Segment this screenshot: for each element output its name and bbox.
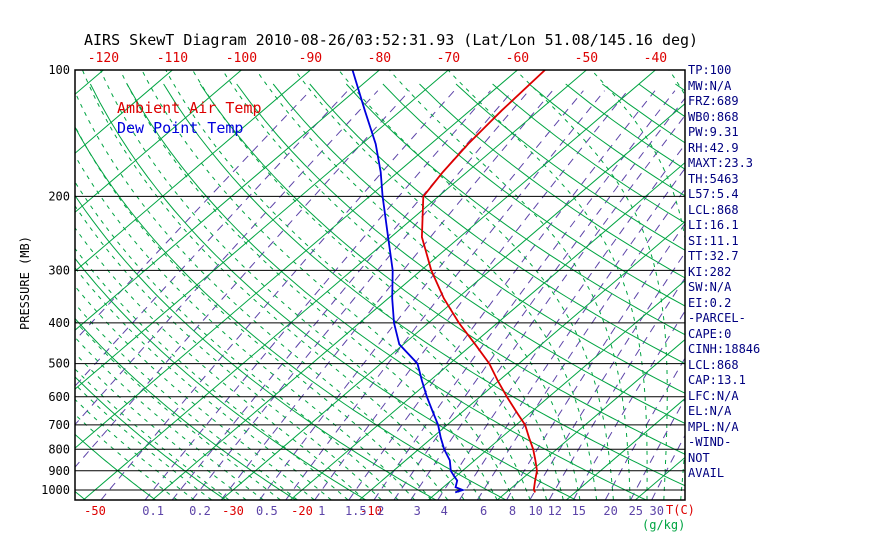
- stat-line: -PARCEL-: [688, 311, 746, 325]
- svg-text:500: 500: [48, 357, 70, 371]
- plot-border: [74, 69, 686, 501]
- stats-panel: TP:100 MW:N/A FRZ:689 WB0:868 PW:9.31 RH:42.9…: [688, 63, 760, 482]
- legend-air-temp: Ambient Air Temp: [117, 99, 262, 117]
- pressure-tick-labels: 100 200 300 400 500 600 700 800 900 1000: [41, 63, 70, 497]
- svg-text:4: 4: [441, 504, 448, 518]
- plot-area: [75, 70, 685, 500]
- stat-line: RH:42.9: [688, 140, 739, 155]
- svg-text:10: 10: [528, 504, 542, 518]
- isotherm-lines: [75, 70, 685, 500]
- stat-line: EL:N/A: [688, 404, 732, 418]
- svg-text:-50: -50: [84, 504, 106, 518]
- stat-line: SW:N/A: [688, 280, 732, 294]
- mixing-ratio-unit-label: (g/kg): [642, 518, 686, 532]
- top-temp-tick-labels: -120 -110 -100 -90 -80 -70 -60 -50 -40: [88, 51, 667, 66]
- svg-text:0.2: 0.2: [189, 504, 211, 518]
- stat-line: CINH:18846: [688, 342, 761, 356]
- stat-line: CAPE:0: [688, 326, 732, 341]
- svg-text:6: 6: [480, 504, 487, 518]
- stat-line: KI:282: [688, 264, 732, 279]
- svg-text:-50: -50: [575, 51, 598, 66]
- stat-line: TH:5463: [688, 171, 739, 186]
- svg-text:300: 300: [48, 263, 70, 277]
- stat-line: MAXT:23.3: [688, 156, 754, 170]
- svg-text:400: 400: [48, 316, 70, 330]
- svg-text:-120: -120: [88, 51, 119, 66]
- legend-dew-point: Dew Point Temp: [117, 119, 244, 137]
- svg-text:100: 100: [48, 63, 70, 77]
- svg-text:-30: -30: [222, 504, 244, 518]
- stat-line: -WIND-: [688, 435, 732, 449]
- svg-text:700: 700: [48, 418, 70, 432]
- svg-text:-90: -90: [299, 51, 322, 66]
- svg-text:-80: -80: [368, 51, 391, 66]
- svg-text:600: 600: [48, 390, 70, 404]
- svg-text:800: 800: [48, 442, 70, 456]
- svg-text:15: 15: [572, 504, 586, 518]
- svg-text:3: 3: [414, 504, 421, 518]
- svg-text:200: 200: [48, 189, 70, 203]
- dew-point-trace: [351, 70, 466, 494]
- svg-text:1.5: 1.5: [345, 504, 367, 518]
- svg-text:-10: -10: [360, 504, 382, 518]
- svg-text:-110: -110: [157, 51, 188, 66]
- svg-text:1: 1: [318, 504, 325, 518]
- stat-line: LI:16.1: [688, 218, 739, 232]
- stat-line: NOT: [688, 450, 710, 465]
- svg-text:20: 20: [603, 504, 617, 518]
- y-axis-label: PRESSURE (MB): [18, 236, 32, 330]
- x-axis-temp-unit-label: T(C): [666, 503, 695, 517]
- svg-text:0.1: 0.1: [142, 504, 164, 518]
- svg-text:30: 30: [649, 504, 663, 518]
- stat-line: LCL:868: [688, 357, 739, 372]
- chart-title: AIRS SkewT Diagram 2010-08-26/03:52:31.9…: [84, 31, 699, 49]
- mixing-ratio-tick-labels: 0.1 0.2 0.5 1 1.5 2 3 4 6 8 10 12 15 20 25 30: [142, 504, 664, 518]
- svg-text:-60: -60: [506, 51, 529, 66]
- svg-text:-100: -100: [226, 51, 257, 66]
- stat-line: CAP:13.1: [688, 373, 746, 387]
- svg-text:-40: -40: [644, 51, 667, 66]
- pressure-gridlines: [75, 70, 685, 491]
- stat-line: TT:32.7: [688, 249, 739, 263]
- svg-text:-20: -20: [291, 504, 313, 518]
- stat-line: FRZ:689: [688, 94, 739, 108]
- svg-text:900: 900: [48, 464, 70, 478]
- stat-line: L57:5.4: [688, 187, 739, 201]
- bottom-temp-tick-labels: -50 -30 -20 -10: [84, 504, 382, 518]
- stat-line: MW:N/A: [688, 78, 732, 93]
- svg-text:2: 2: [377, 504, 384, 518]
- stat-line: EI:0.2: [688, 295, 732, 310]
- svg-text:1000: 1000: [41, 483, 70, 497]
- svg-text:12: 12: [548, 504, 562, 518]
- svg-text:8: 8: [509, 504, 516, 518]
- moist-adiabat-lines: [75, 70, 685, 500]
- stat-line: WB0:868: [688, 109, 739, 124]
- stat-line: LCL:868: [688, 202, 739, 217]
- stat-line: AVAIL: [688, 466, 725, 480]
- stat-line: LFC:N/A: [688, 388, 739, 403]
- stat-line: PW:9.31: [688, 125, 739, 139]
- air-temp-trace: [420, 70, 546, 493]
- stat-line: TP:100: [688, 63, 732, 77]
- svg-text:0.5: 0.5: [256, 504, 278, 518]
- svg-text:25: 25: [629, 504, 643, 518]
- stat-line: MPL:N/A: [688, 419, 739, 434]
- stat-line: SI:11.1: [688, 233, 739, 248]
- svg-text:-70: -70: [437, 51, 460, 66]
